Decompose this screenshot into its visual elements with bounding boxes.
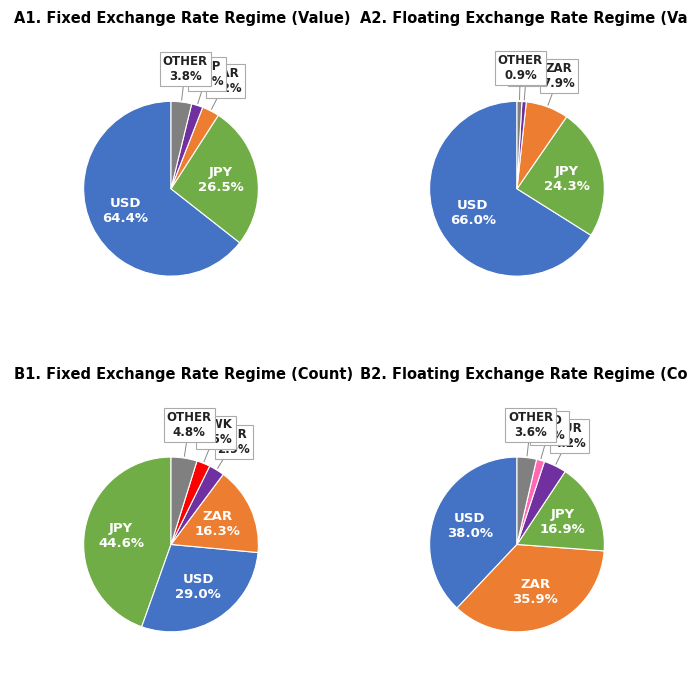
Text: ZAR
35.9%: ZAR 35.9%	[513, 578, 558, 606]
Wedge shape	[142, 545, 258, 632]
Text: JPY
24.3%: JPY 24.3%	[544, 164, 590, 193]
Wedge shape	[517, 459, 544, 545]
Wedge shape	[171, 466, 223, 545]
Text: EUR
4.2%: EUR 4.2%	[553, 422, 586, 464]
Wedge shape	[457, 545, 604, 632]
Wedge shape	[517, 102, 526, 189]
Text: USD
38.0%: USD 38.0%	[447, 512, 493, 540]
Text: OTHER
3.8%: OTHER 3.8%	[163, 55, 208, 100]
Wedge shape	[517, 461, 565, 545]
Text: OTHER
3.6%: OTHER 3.6%	[508, 411, 553, 456]
Wedge shape	[171, 104, 203, 189]
Wedge shape	[84, 102, 239, 276]
Text: A1. Fixed Exchange Rate Regime (Value): A1. Fixed Exchange Rate Regime (Value)	[14, 11, 350, 26]
Text: OTHER
4.8%: OTHER 4.8%	[166, 412, 212, 456]
Wedge shape	[517, 472, 604, 551]
Text: B2. Floating Exchange Rate Regime (Count): B2. Floating Exchange Rate Regime (Count…	[360, 367, 688, 382]
Wedge shape	[517, 457, 537, 545]
Wedge shape	[429, 102, 591, 276]
Text: ZAR
16.3%: ZAR 16.3%	[195, 510, 240, 538]
Wedge shape	[517, 102, 567, 189]
Text: B1. Fixed Exchange Rate Regime (Count): B1. Fixed Exchange Rate Regime (Count)	[14, 367, 353, 382]
Wedge shape	[517, 117, 604, 235]
Text: AED
1.5%: AED 1.5%	[533, 414, 566, 458]
Text: JPY
44.6%: JPY 44.6%	[98, 522, 144, 550]
Text: JPY
16.9%: JPY 16.9%	[539, 508, 585, 536]
Wedge shape	[171, 475, 259, 552]
Text: OTHER
0.9%: OTHER 0.9%	[498, 54, 543, 99]
Wedge shape	[171, 457, 197, 545]
Text: EUR
2.9%: EUR 2.9%	[217, 428, 250, 468]
Text: USD
64.4%: USD 64.4%	[103, 197, 149, 225]
Text: ZAR
7.9%: ZAR 7.9%	[543, 62, 575, 105]
Text: A2. Floating Exchange Rate Regime (Value): A2. Floating Exchange Rate Regime (Value…	[360, 11, 688, 26]
Wedge shape	[171, 116, 259, 243]
Wedge shape	[171, 102, 192, 189]
Text: JPY
26.5%: JPY 26.5%	[198, 167, 244, 195]
Text: EUR
0.8%: EUR 0.8%	[510, 55, 544, 100]
Text: USD
29.0%: USD 29.0%	[175, 573, 221, 601]
Wedge shape	[171, 107, 218, 189]
Text: USD
66.0%: USD 66.0%	[450, 199, 495, 228]
Wedge shape	[171, 461, 210, 545]
Wedge shape	[84, 457, 171, 626]
Text: GBP
2.1%: GBP 2.1%	[191, 60, 224, 104]
Text: MWK
2.5%: MWK 2.5%	[199, 419, 233, 462]
Text: ZAR
3.2%: ZAR 3.2%	[209, 67, 242, 109]
Wedge shape	[429, 457, 517, 608]
Wedge shape	[517, 102, 522, 189]
